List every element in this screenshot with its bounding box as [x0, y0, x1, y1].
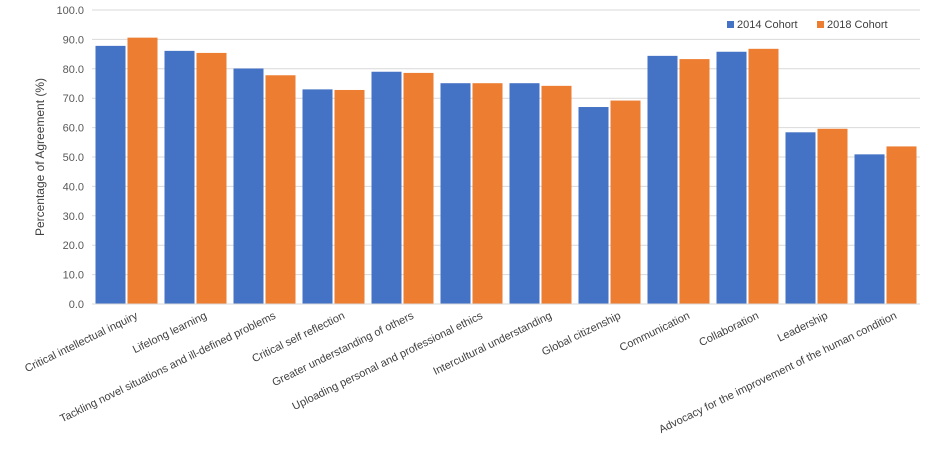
x-category-label: Global citizenship — [540, 310, 623, 359]
y-tick-label: 70.0 — [63, 93, 84, 105]
bar-2014-6 — [509, 83, 540, 305]
bar-2014-4 — [371, 71, 402, 305]
y-tick-label: 20.0 — [63, 240, 84, 252]
bar-2018-4 — [403, 72, 434, 304]
bar-2014-0 — [95, 45, 126, 304]
bar-2014-10 — [785, 132, 816, 304]
bars — [95, 37, 917, 305]
bar-2018-11 — [886, 146, 917, 304]
bar-2014-2 — [233, 68, 264, 304]
x-category-label: Advocacy for the improvement of the huma… — [657, 310, 899, 436]
y-tick-label: 10.0 — [63, 270, 84, 282]
y-tick-label: 60.0 — [63, 123, 84, 135]
y-tick-label: 50.0 — [63, 152, 84, 164]
y-tick-labels: 0.0 10.0 20.0 30.0 40.0 50.0 60.0 70.0 80.0 90.0 1… — [56, 5, 84, 311]
bar-2014-7 — [578, 107, 609, 305]
bar-2018-0 — [127, 37, 158, 305]
bar-2014-9 — [716, 51, 747, 304]
bar-2014-5 — [440, 83, 471, 305]
bar-2014-8 — [647, 55, 678, 304]
bar-2018-2 — [265, 75, 296, 304]
y-tick-label: 80.0 — [63, 64, 84, 76]
x-category-label: Intercultural understanding — [431, 310, 553, 378]
bar-2018-7 — [610, 100, 641, 304]
legend-label-2018: 2018 Cohort — [827, 19, 888, 31]
y-tick-label: 40.0 — [63, 181, 84, 193]
bar-2018-9 — [748, 48, 779, 304]
legend-swatch-2018 — [817, 21, 824, 28]
y-tick-label: 100.0 — [56, 5, 84, 17]
y-tick-label: 90.0 — [63, 34, 84, 46]
legend-label-2014: 2014 Cohort — [737, 19, 798, 31]
gridlines — [92, 9, 920, 276]
bar-2018-10 — [817, 128, 848, 304]
bar-2014-11 — [854, 154, 885, 304]
y-tick-label: 30.0 — [63, 211, 84, 223]
legend: 2014 Cohort 2018 Cohort — [727, 19, 888, 31]
bar-2014-3 — [302, 89, 333, 304]
bar-2018-6 — [541, 85, 572, 305]
legend-swatch-2014 — [727, 21, 734, 28]
bar-2018-3 — [334, 89, 365, 304]
bar-2018-8 — [679, 59, 710, 305]
x-category-label: Communication — [618, 310, 692, 354]
x-category-label: Collaboration — [697, 310, 761, 349]
y-tick-label: 0.0 — [69, 299, 84, 311]
x-category-label: Critical intellectual inquiry — [23, 310, 140, 375]
y-axis-title: Percentage of Agreement (%) — [33, 78, 47, 236]
bar-2018-1 — [196, 52, 227, 305]
bar-2018-5 — [472, 83, 503, 305]
x-category-label: Leadership — [776, 310, 830, 345]
bar-2014-1 — [164, 50, 195, 305]
